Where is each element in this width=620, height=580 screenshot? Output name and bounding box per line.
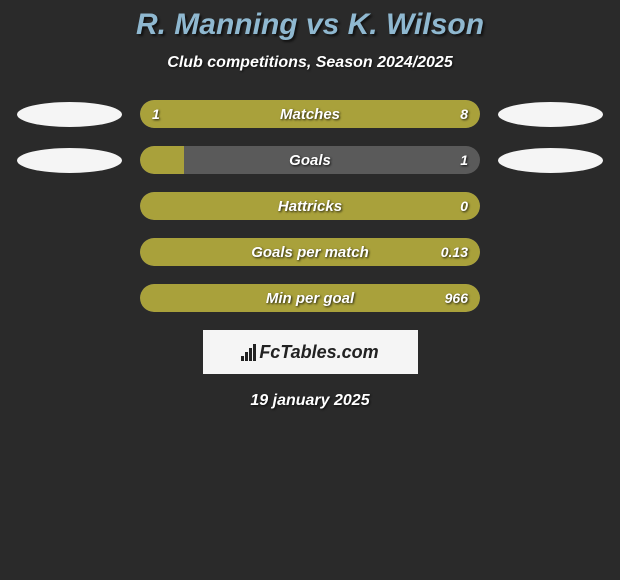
stat-row: Goals1 <box>0 146 620 174</box>
stat-row: Goals per match0.13 <box>0 238 620 266</box>
comparison-infographic: R. Manning vs K. Wilson Club competition… <box>0 0 620 410</box>
stat-value-right: 8 <box>460 100 468 128</box>
fctables-logo: FcTables.com <box>203 330 418 374</box>
stats-list: 1Matches8Goals1Hattricks0Goals per match… <box>0 100 620 312</box>
stat-bar: Goals1 <box>140 146 480 174</box>
player-badge-right <box>498 102 603 127</box>
player-badge-left <box>17 148 122 173</box>
page-subtitle: Club competitions, Season 2024/2025 <box>0 54 620 72</box>
stat-label: Matches <box>140 100 480 128</box>
stat-label: Hattricks <box>140 192 480 220</box>
stat-row: Min per goal966 <box>0 284 620 312</box>
logo-box: FcTables.com <box>0 330 620 374</box>
stat-bar: Min per goal966 <box>140 284 480 312</box>
stat-label: Goals per match <box>140 238 480 266</box>
stat-value-right: 1 <box>460 146 468 174</box>
stat-bar: Goals per match0.13 <box>140 238 480 266</box>
snapshot-date: 19 january 2025 <box>0 392 620 410</box>
stat-value-right: 966 <box>445 284 468 312</box>
logo-text: FcTables.com <box>259 342 378 363</box>
page-title: R. Manning vs K. Wilson <box>0 8 620 42</box>
stat-row: Hattricks0 <box>0 192 620 220</box>
stat-row: 1Matches8 <box>0 100 620 128</box>
stat-bar: Hattricks0 <box>140 192 480 220</box>
stat-value-right: 0.13 <box>441 238 468 266</box>
player-badge-left <box>17 102 122 127</box>
stat-value-right: 0 <box>460 192 468 220</box>
stat-bar: 1Matches8 <box>140 100 480 128</box>
bar-chart-icon <box>241 343 256 361</box>
stat-label: Goals <box>140 146 480 174</box>
stat-label: Min per goal <box>140 284 480 312</box>
player-badge-right <box>498 148 603 173</box>
